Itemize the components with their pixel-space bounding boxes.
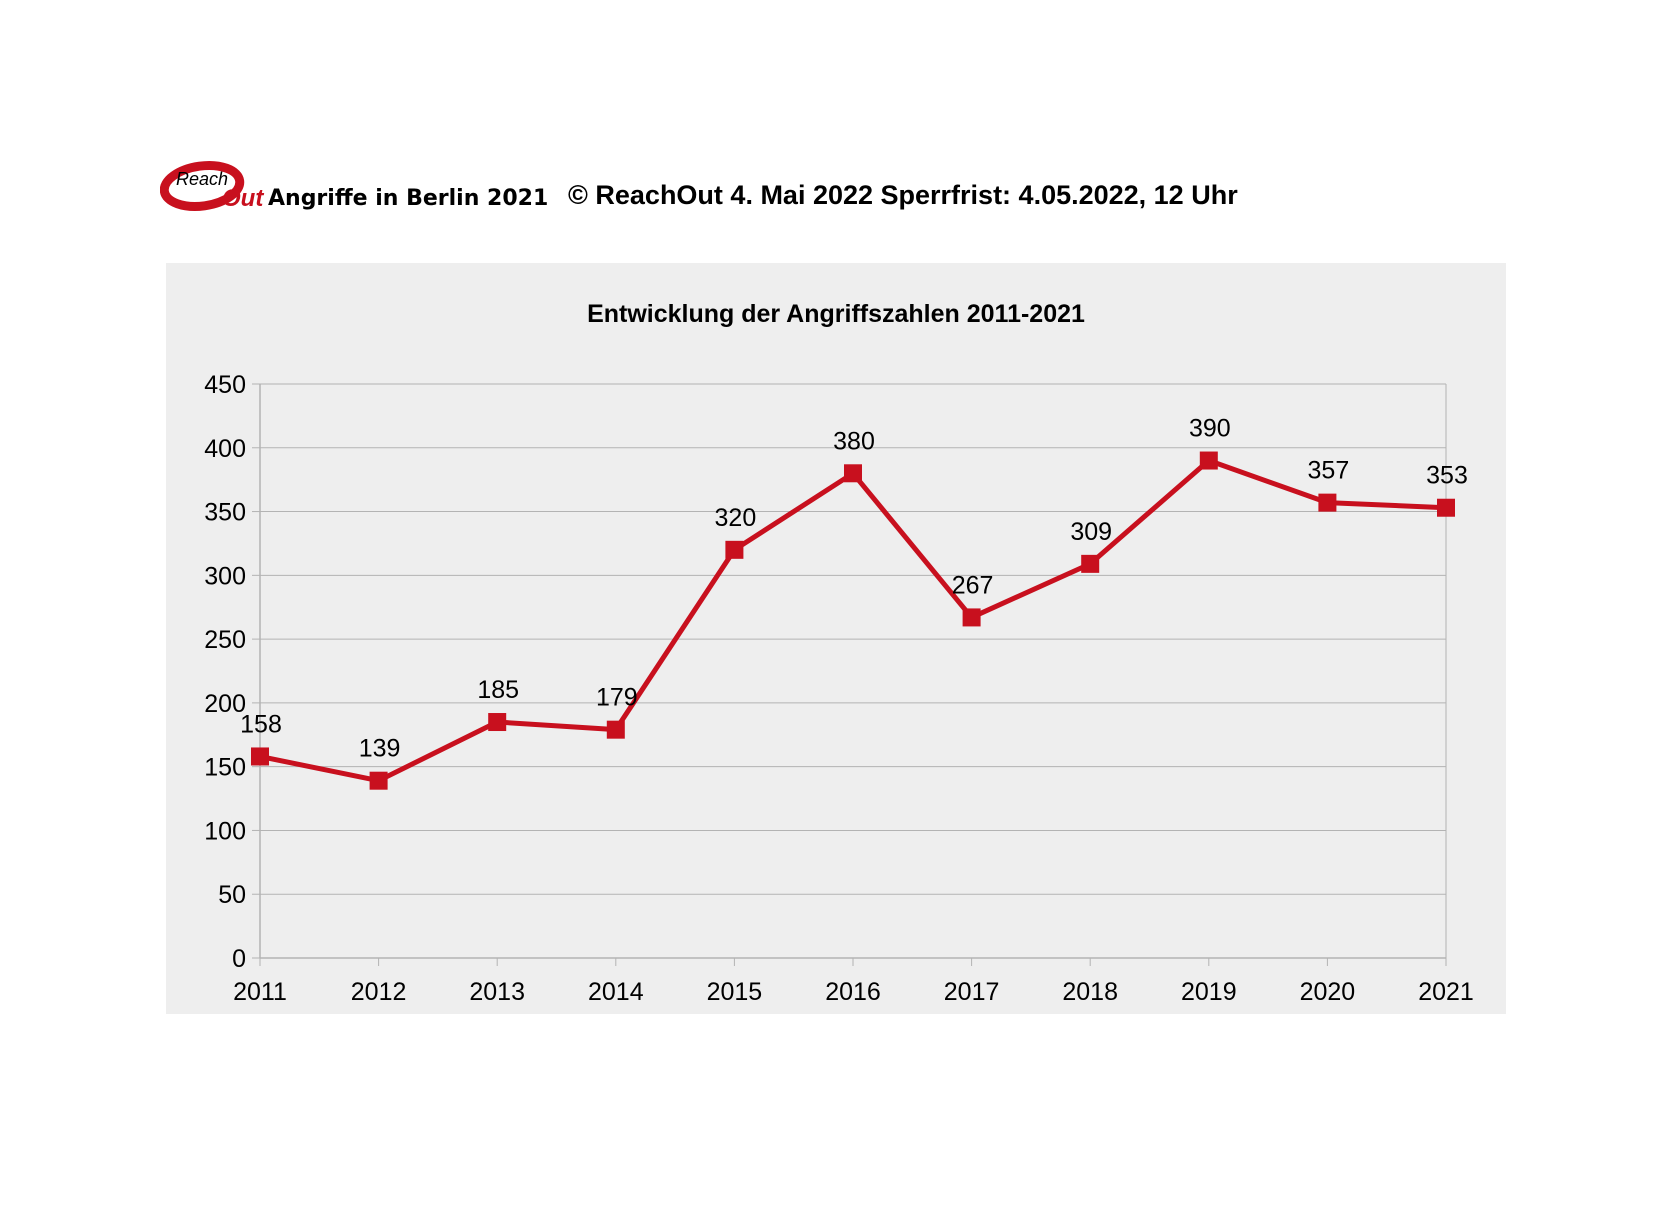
xtick-label-2014: 2014 [588,978,644,1006]
xtick-label-2011: 2011 [233,978,287,1006]
data-label-2018: 309 [1070,518,1112,546]
data-label-2021: 353 [1426,462,1468,490]
data-label-2019: 390 [1189,415,1231,443]
data-point-2013 [488,713,507,732]
header-left-text: Angriffe in Berlin 2021 [268,186,549,211]
data-point-2017 [962,608,981,627]
data-label-2014: 179 [596,684,638,712]
data-label-2012: 139 [359,735,401,763]
data-point-2019 [1199,451,1218,470]
logo-text-bottom: Out [222,185,264,212]
data-label-2017: 267 [952,571,994,599]
series-layer [251,451,1455,790]
chart-panel: Entwicklung der Angriffszahlen 2011-2021… [166,263,1506,1014]
xtick-label-2018: 2018 [1062,978,1118,1006]
chart-title: Entwicklung der Angriffszahlen 2011-2021 [587,300,1085,328]
ytick-label-350: 350 [204,499,246,527]
xtick-label-2019: 2019 [1181,978,1237,1006]
ytick-label-150: 150 [204,754,246,782]
data-point-2016 [844,464,862,483]
ytick-label-100: 100 [204,817,246,845]
data-label-2013: 185 [477,676,519,704]
ytick-label-300: 300 [204,562,246,590]
label-layer: 158 139 185 179 320 380 267 309 390 357 353 [240,415,1468,763]
logo-ring [160,161,245,211]
ytick-label-250: 250 [204,626,246,654]
xtick-label-2015: 2015 [707,978,763,1006]
xtick-label-2012: 2012 [351,978,407,1006]
xtick-label-2021: 2021 [1418,978,1474,1006]
data-point-2018 [1081,554,1100,573]
reachout-logo: Reach Out [160,161,264,212]
data-label-2011: 158 [240,710,282,738]
grid-layer [260,383,1447,958]
ytick-label-200: 200 [204,690,246,718]
ytick-label-450: 450 [204,371,246,399]
xtick-label-2020: 2020 [1300,978,1356,1006]
page-header: Reach Out Angriffe in Berlin 2021 © Reac… [160,158,1560,218]
logo-text-top: Reach [176,169,228,189]
data-point-2015 [725,540,744,559]
data-label-2015: 320 [715,504,757,532]
data-label-2016: 380 [833,427,875,455]
series-line-0 [259,458,1447,784]
data-point-2011 [251,747,269,766]
header-right-text: © ReachOut 4. Mai 2022 Sperrfrist: 4.05.… [568,180,1238,210]
data-point-2020 [1318,493,1337,512]
ytick-label-50: 50 [218,881,246,909]
data-point-2021 [1437,498,1455,517]
axis-layer: 0 50 100 150 200 250 300 350 400 450 2011 2012 2013 2… [204,371,1474,1006]
ytick-label-0: 0 [232,945,246,973]
xtick-label-2017: 2017 [944,978,1000,1006]
data-point-2012 [369,771,388,790]
line-chart: Entwicklung der Angriffszahlen 2011-2021… [204,300,1474,1006]
data-label-2020: 357 [1308,457,1350,485]
xtick-label-2016: 2016 [825,978,881,1006]
xtick-label-2013: 2013 [469,978,525,1006]
ytick-label-400: 400 [204,435,246,463]
data-point-2014 [606,720,625,739]
